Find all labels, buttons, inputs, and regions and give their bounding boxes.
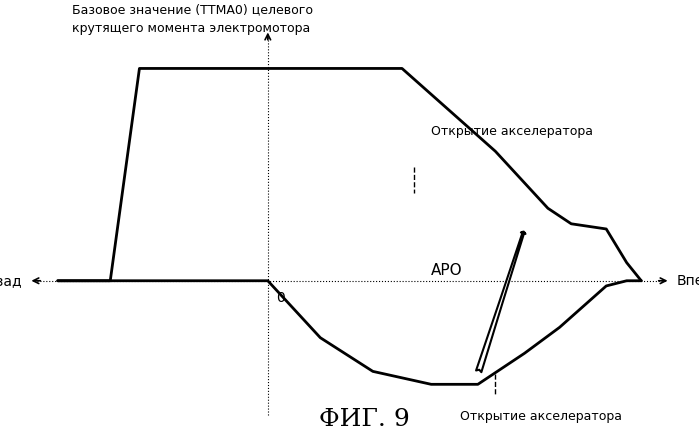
Text: 0: 0 [277, 291, 285, 305]
Text: АРО: АРО [431, 263, 463, 278]
Text: ФИГ. 9: ФИГ. 9 [319, 408, 410, 431]
Text: Вперед: Вперед [676, 274, 699, 288]
Text: крутящего момента электромотора: крутящего момента электромотора [72, 22, 310, 35]
Text: Назад: Назад [0, 274, 23, 288]
Text: Открытие акселератора: Открытие акселератора [461, 410, 622, 423]
Text: Базовое значение (ТТМА0) целевого: Базовое значение (ТТМА0) целевого [72, 4, 313, 16]
Text: Открытие акселератора: Открытие акселератора [431, 125, 593, 138]
